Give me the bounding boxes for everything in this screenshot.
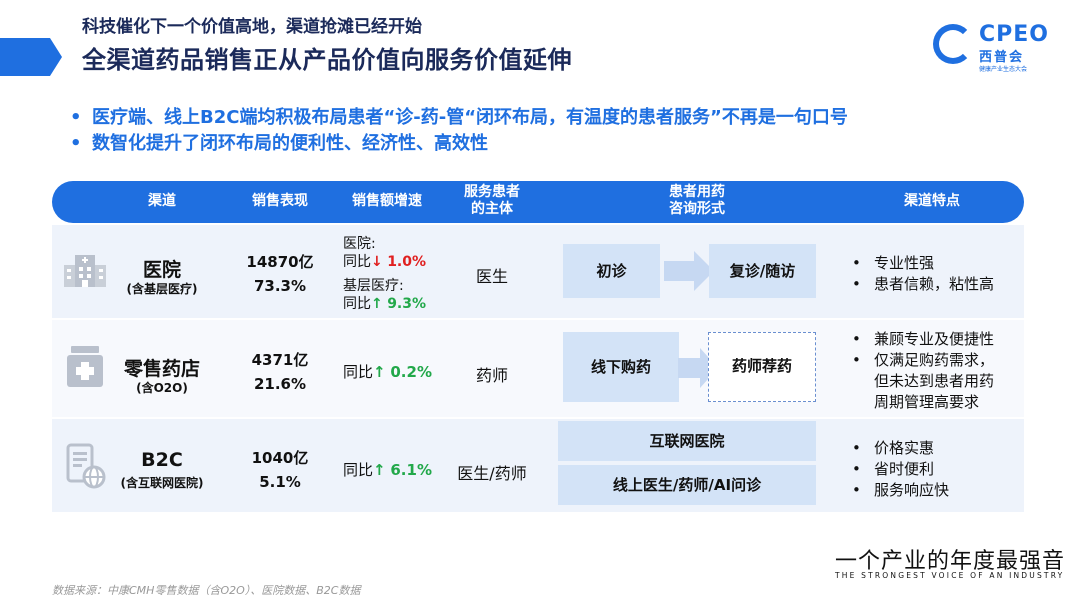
pharmacy-icon	[67, 346, 103, 387]
growth-prefix: 同比	[343, 461, 374, 479]
up-arrow-icon: ↑	[373, 363, 386, 381]
growth-rate: 医院: 同比↓ 1.0% 基层医疗: 同比↑ 9.3%	[343, 235, 426, 313]
sales-amount: 4371亿	[251, 351, 309, 369]
channel-name: 零售药店	[123, 358, 200, 380]
logo-ring-icon	[933, 24, 973, 64]
growth-prefix: 同比	[343, 363, 374, 381]
feature-item: 兼顾专业及便捷性	[874, 330, 995, 348]
consult-box-first: 互联网医院	[558, 421, 816, 461]
sales-amount: 1040亿	[251, 449, 309, 467]
col-channel: 渠道	[148, 193, 176, 209]
feature-item: 但未达到患者用药	[874, 372, 995, 390]
down-arrow-icon: ↓	[371, 254, 383, 270]
table-row-b2c: B2C (含互联网医院) 1040亿 5.1% 同比↑ 6.1% 医生/药师 互…	[52, 419, 1024, 512]
sales-performance: 14870亿 73.3%	[235, 250, 325, 298]
consult-box-second: 复诊/随访	[709, 244, 816, 298]
header-accent-arrow	[0, 38, 62, 76]
growth-rate: 同比↑ 0.2%	[343, 363, 432, 381]
growth-prefix: 同比	[343, 254, 371, 270]
b2c-icon	[66, 443, 106, 489]
bullet-text: 数智化提升了闭环布局的便利性、经济性、高效性	[92, 133, 488, 154]
table-row-hospital: 医院 (含基层医疗) 14870亿 73.3% 医院: 同比↓ 1.0% 基层医…	[52, 225, 1024, 318]
up-arrow-icon: ↑	[373, 461, 386, 479]
growth-rate: 同比↑ 6.1%	[343, 461, 432, 479]
flow-arrow-icon	[664, 251, 714, 291]
col-subject-line2: 的主体	[471, 201, 513, 217]
growth-label: 医院:	[343, 236, 376, 252]
up-arrow-icon: ↑	[371, 296, 383, 312]
service-subject: 药师	[475, 366, 508, 385]
feature-item: 服务响应快	[874, 481, 950, 499]
growth-value: 6.1%	[390, 461, 432, 479]
channel-name: B2C	[141, 449, 183, 471]
logo-text: CPEO	[979, 22, 1049, 47]
feature-item: 周期管理高要求	[874, 393, 980, 411]
growth-value: 9.3%	[387, 296, 427, 312]
consult-box-second: 药师荐药	[708, 332, 816, 402]
hospital-icon	[64, 255, 106, 287]
sales-performance: 1040亿 5.1%	[235, 446, 325, 494]
growth-prefix: 同比	[343, 296, 371, 312]
feature-item: 省时便利	[874, 460, 935, 478]
sales-performance: 4371亿 21.6%	[235, 348, 325, 396]
sales-amount: 14870亿	[246, 253, 314, 271]
channel-sub: (含互联网医院)	[120, 476, 204, 490]
channel-features: • 价格实惠 • 省时便利 • 服务响应快	[852, 439, 950, 499]
service-subject: 医生	[475, 267, 508, 286]
col-consult-line2: 咨询形式	[669, 201, 725, 217]
consult-box-second: 线上医生/药师/AI问诊	[558, 465, 816, 505]
data-source-note: 数据来源：中康CMH零售数据（含O2O）、医院数据、B2C数据	[52, 584, 361, 597]
channel-features: • 兼顾专业及便捷性 • 仅满足购药需求， 但未达到患者用药 周期管理高要求	[852, 330, 995, 411]
logo-tagline: 健康产业生态大会	[979, 66, 1028, 73]
bullet-text: 医疗端、线上B2C端均积极布局患者“诊-药-管“闭环布局，有温度的患者服务”不再…	[92, 107, 848, 128]
growth-label: 基层医疗:	[343, 278, 404, 294]
feature-item: 仅满足购药需求，	[874, 351, 995, 369]
growth-value: 0.2%	[390, 363, 432, 381]
channel-features: • 专业性强 • 患者信赖，粘性高	[852, 254, 995, 293]
sales-share: 73.3%	[253, 277, 307, 295]
logo-cn: 西普会	[979, 50, 1025, 65]
col-consult: 患者用药 咨询形式	[637, 184, 757, 218]
table-header: 渠道 销售表现 销售额增速 服务患者 的主体 患者用药 咨询形式 渠道特点	[52, 181, 1024, 223]
cpeo-logo: CPEO 西普会 健康产业生态大会	[933, 22, 1053, 74]
slogan-en: THE STRONGEST VOICE OF AN INDUSTRY	[835, 571, 1065, 580]
growth-value: 1.0%	[387, 254, 427, 270]
page-title: 全渠道药品销售正从产品价值向服务价值延伸	[82, 46, 572, 74]
table-row-pharmacy: 零售药店 (含O2O) 4371亿 21.6% 同比↑ 0.2% 药师 线下购药…	[52, 320, 1024, 417]
col-sales: 销售表现	[252, 193, 308, 209]
col-subject: 服务患者 的主体	[442, 184, 542, 218]
col-growth: 销售额增速	[352, 193, 422, 209]
consult-box-first: 初诊	[563, 244, 660, 298]
col-features: 渠道特点	[904, 193, 960, 209]
service-subject: 医生/药师	[457, 464, 527, 483]
consult-box-first: 线下购药	[563, 332, 679, 402]
bullet-point: • 数智化提升了闭环布局的便利性、经济性、高效性	[70, 133, 488, 154]
page-subtitle: 科技催化下一个价值高地，渠道抢滩已经开始	[82, 17, 422, 37]
channel-sub: (含O2O)	[136, 381, 188, 395]
sales-share: 5.1%	[259, 473, 301, 491]
feature-item: 价格实惠	[874, 439, 935, 457]
bullet-point: • 医疗端、线上B2C端均积极布局患者“诊-药-管“闭环布局，有温度的患者服务”不…	[70, 107, 848, 128]
channel-name: 医院	[142, 259, 181, 281]
col-consult-line1: 患者用药	[669, 184, 725, 200]
feature-item: 患者信赖，粘性高	[874, 275, 995, 293]
slogan: 一个产业的年度最强音	[835, 549, 1066, 574]
channel-sub: (含基层医疗)	[126, 282, 198, 296]
feature-item: 专业性强	[874, 254, 935, 272]
col-subject-line1: 服务患者	[464, 184, 520, 200]
sales-share: 21.6%	[253, 375, 307, 393]
